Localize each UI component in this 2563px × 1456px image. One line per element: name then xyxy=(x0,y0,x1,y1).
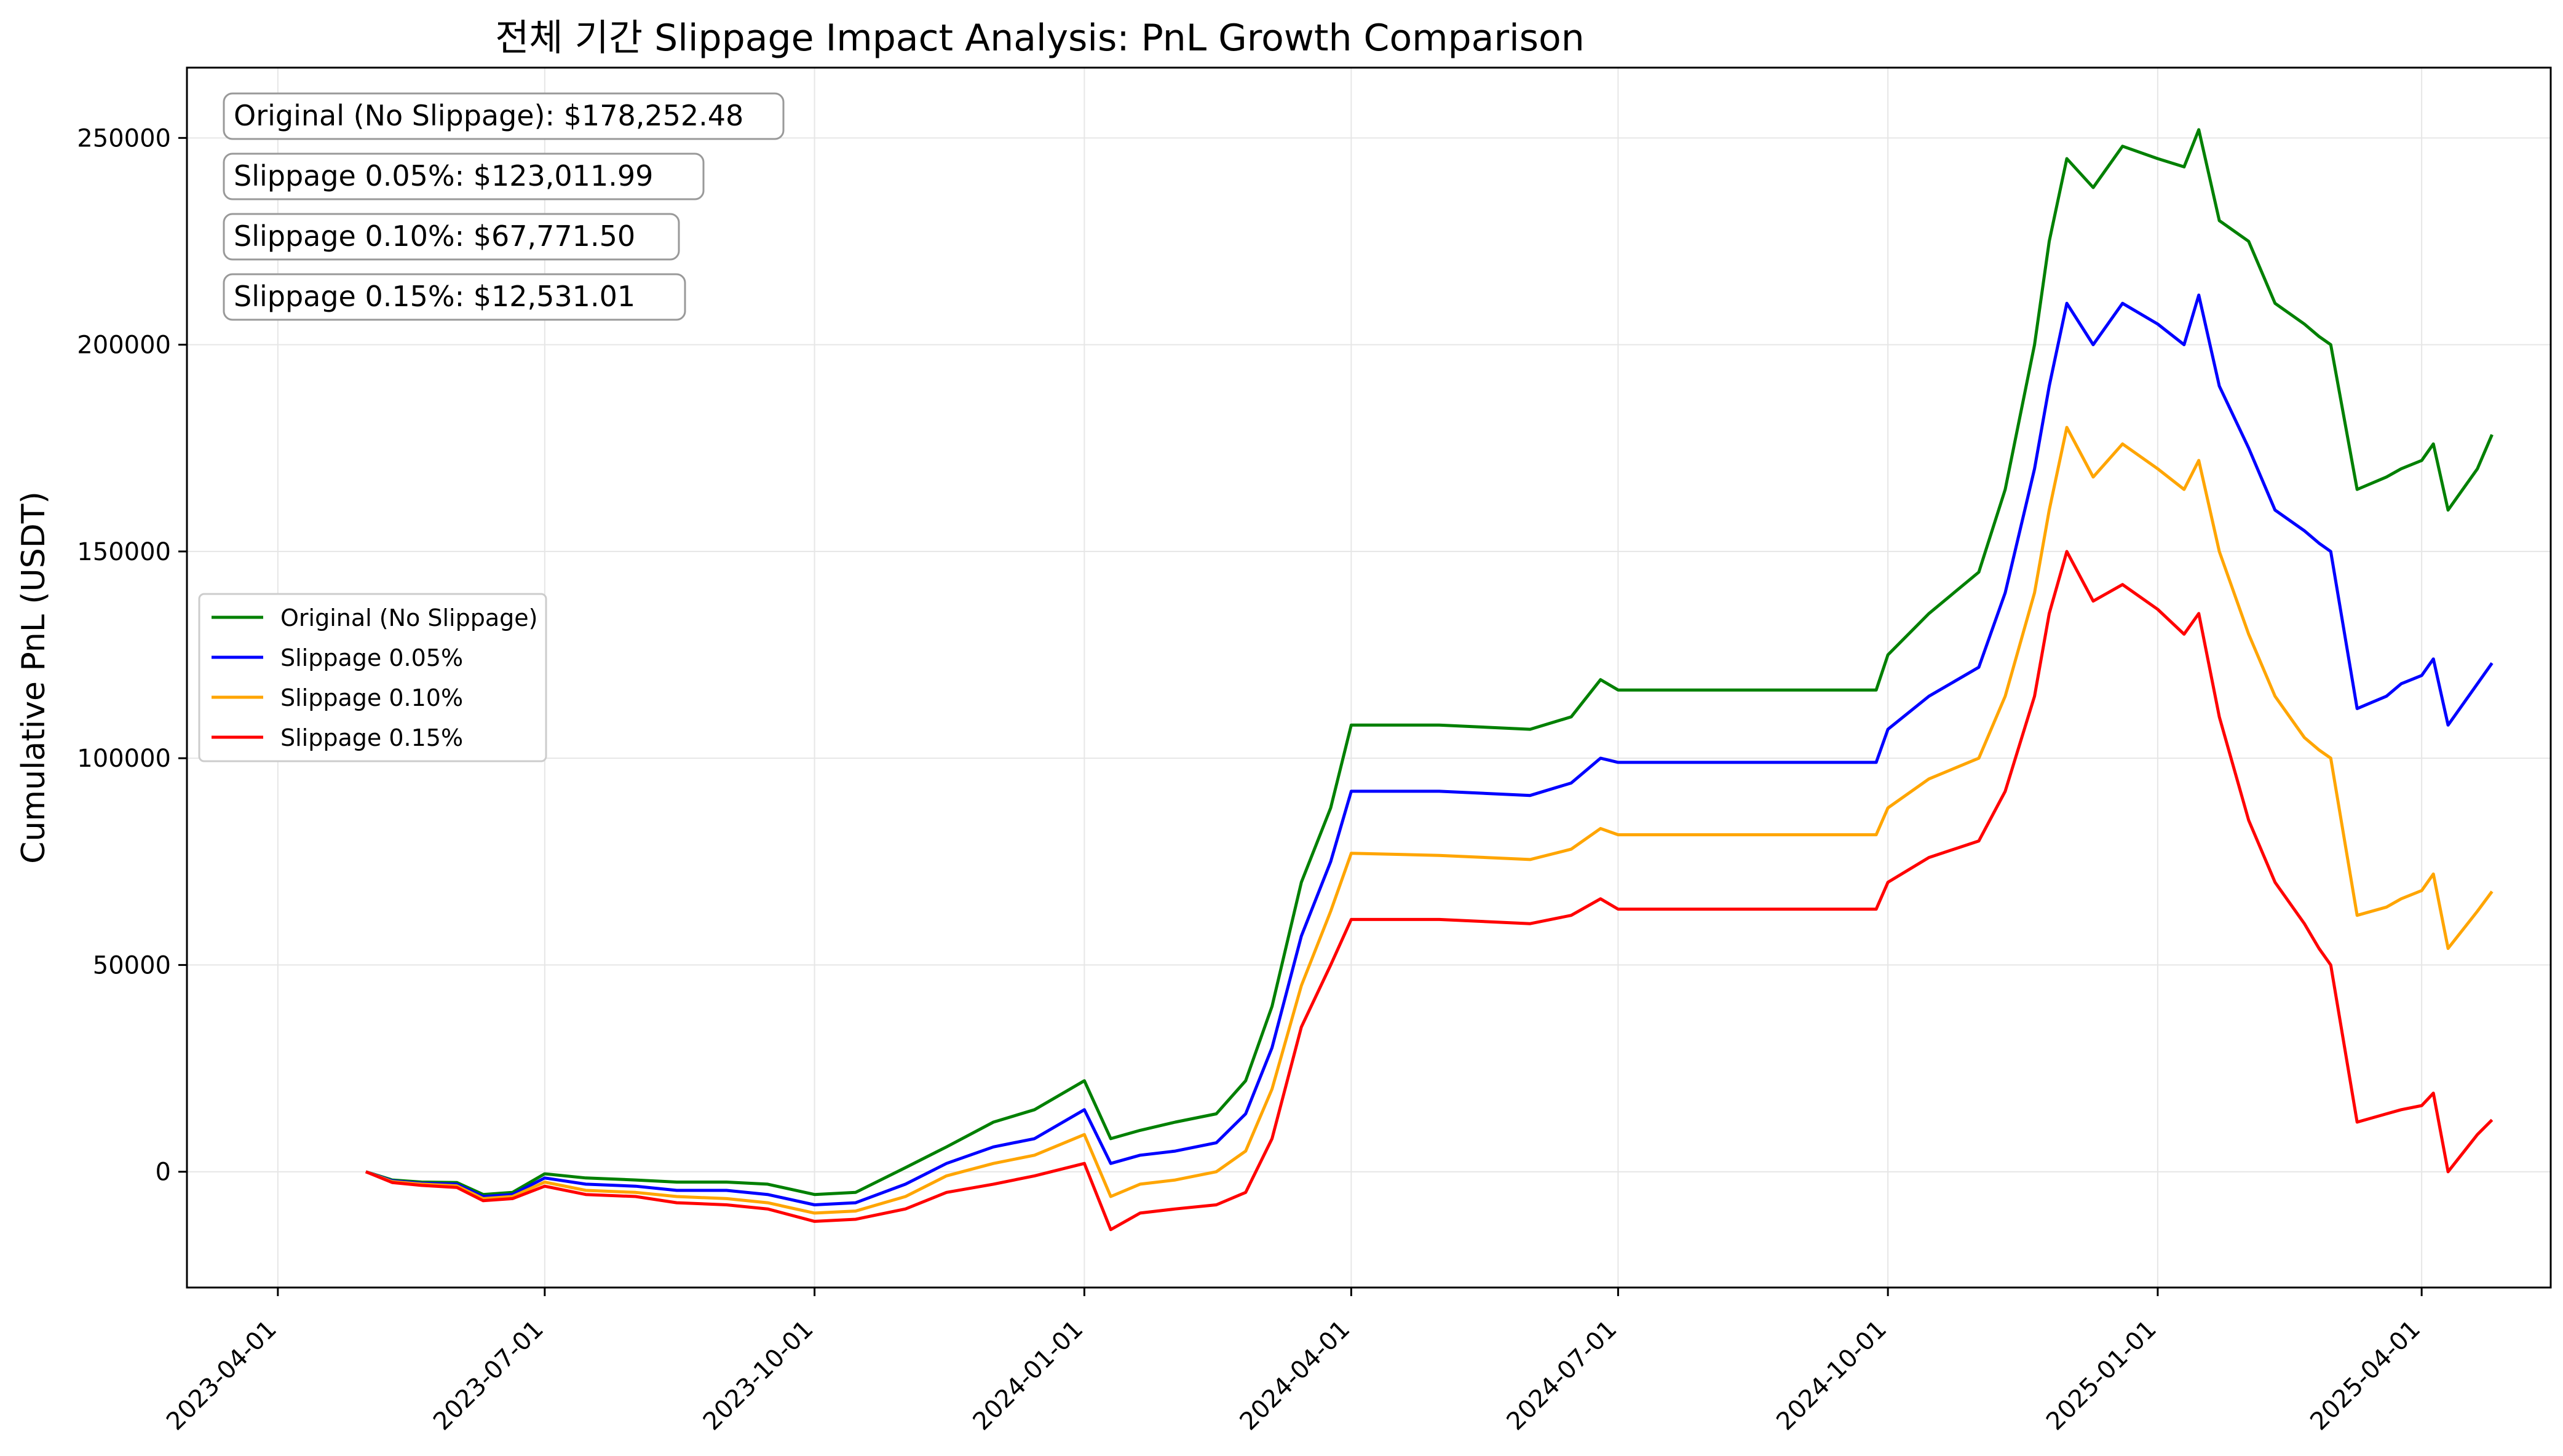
series-layer xyxy=(365,128,2494,1232)
plot-area-frame xyxy=(186,66,2552,1289)
y-tick-label: 50000 xyxy=(93,951,171,979)
chart-title: 전체 기간 Slippage Impact Analysis: PnL Grow… xyxy=(495,17,1585,60)
annotation-text: Original (No Slippage): $178,252.48 xyxy=(234,99,743,132)
annotation-box xyxy=(223,273,686,321)
legend: Original (No Slippage) Slippage 0.05% Slip… xyxy=(198,593,547,762)
annotation-text: Slippage 0.10%: $67,771.50 xyxy=(234,220,635,253)
series-line-0 xyxy=(365,128,2494,1197)
y-axis: 0 50000 100000 150000 200000 250000 xyxy=(77,124,187,1187)
annotation-box xyxy=(223,92,785,140)
annotation-text: Slippage 0.05%: $123,011.99 xyxy=(234,159,653,192)
grid-layer xyxy=(187,68,2551,1288)
final-value-annotations: Original (No Slippage): $178,252.48 Slipp… xyxy=(223,92,785,321)
series-line-1 xyxy=(365,293,2494,1206)
y-tick-label: 200000 xyxy=(77,331,171,360)
series-line-3 xyxy=(365,550,2494,1232)
legend-label: Slippage 0.10% xyxy=(280,684,463,711)
y-axis-label: Cumulative PnL (USDT) xyxy=(15,491,52,864)
y-tick-label: 100000 xyxy=(77,745,171,773)
y-tick-label: 0 xyxy=(156,1158,171,1187)
annotation-text: Slippage 0.15%: $12,531.01 xyxy=(234,280,635,313)
legend-label: Original (No Slippage) xyxy=(280,604,537,631)
legend-label: Slippage 0.15% xyxy=(280,724,463,751)
series-line-2 xyxy=(365,425,2494,1215)
annotation-box xyxy=(223,213,680,261)
y-tick-label: 250000 xyxy=(77,124,171,152)
legend-label: Slippage 0.05% xyxy=(280,644,463,671)
y-tick-label: 150000 xyxy=(77,538,171,566)
annotation-box xyxy=(223,152,705,200)
legend-frame xyxy=(198,593,547,762)
